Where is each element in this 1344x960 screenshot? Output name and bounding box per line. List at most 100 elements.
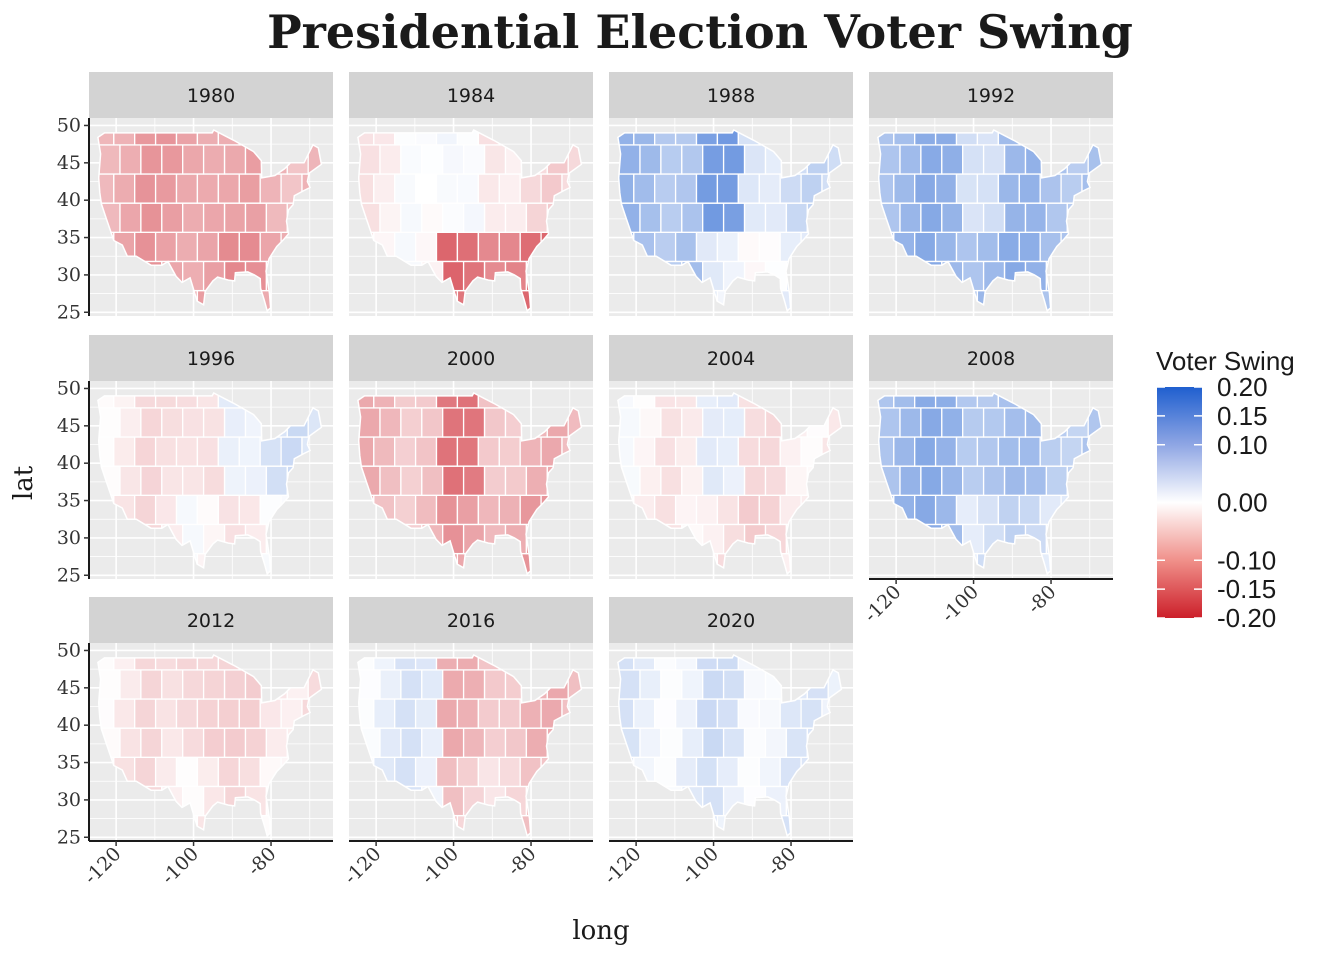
y-tick-label: 25 [57,564,81,586]
state-cell [161,144,184,175]
facet-strip [869,335,1113,381]
state-cell [421,669,444,700]
state-cell [758,756,781,788]
facet-panel-2016: 2016 -120 -100 -80 [340,597,593,889]
state-cell [202,202,226,233]
state-cell [498,494,521,526]
facet-strip-label: 1980 [187,85,235,107]
state-cell [113,173,136,204]
y-tick-label: 45 [57,152,81,174]
y-tick-label: 45 [57,677,81,699]
facet-strip-label: 1984 [447,85,495,107]
state-cell [140,144,163,175]
state-cell [633,436,656,467]
state-cell [421,465,444,496]
state-cell [238,173,261,204]
state-cell [1003,202,1027,233]
state-cell [722,727,746,758]
us-outline [617,128,843,313]
state-cell [498,698,521,729]
state-cell [140,465,163,496]
state-cell [934,231,958,263]
state-cell [442,727,465,758]
state-cell [633,698,656,729]
state-cell [442,202,465,233]
x-tick-label: -100 [937,581,983,627]
state-cell [997,494,1020,526]
state-cell [394,173,417,204]
state-cell [716,756,739,788]
state-cell [223,202,247,233]
state-cell [899,465,922,496]
state-cell [674,698,698,729]
state-cell [175,494,199,526]
state-cell [140,202,163,233]
state-cell [681,465,704,496]
state-cell [223,465,247,496]
state-cell [785,465,808,496]
state-cell [238,494,261,526]
state-cell [182,202,205,233]
state-cell [456,698,479,729]
state-cell [154,756,178,788]
state-cell [716,436,739,467]
us-outline [357,653,583,838]
state-cell [223,407,247,438]
state-cell [244,202,268,233]
facet-panel-2000: 2000 [349,335,593,579]
state-cell [175,436,199,467]
state-cell [695,231,719,263]
state-cell [217,698,240,729]
state-cell [462,465,486,496]
state-cell [639,727,662,758]
state-cell [259,436,282,467]
state-cell [217,231,240,263]
state-cell [997,436,1020,467]
y-tick-label: 50 [57,377,81,399]
state-cell [962,465,985,496]
state-cell [639,144,662,175]
y-tick-label: 30 [57,264,81,286]
y-tick-label: 50 [57,639,81,661]
state-cell [223,727,247,758]
facet-strip-label: 2000 [447,348,495,370]
state-cell [920,465,943,496]
state-cell [955,494,979,526]
facet-strip [89,335,333,381]
state-cell [519,173,542,204]
state-cell [196,698,219,729]
state-cell [196,436,219,467]
state-cell [202,727,226,758]
x-tick-label: -100 [417,843,463,889]
legend-label: -0.10 [1217,545,1276,575]
facet-strip-label: 1988 [707,85,755,107]
state-cell [1045,202,1068,233]
state-cell [498,756,521,788]
state-cell [982,407,1006,438]
state-cell [462,202,486,233]
state-cell [639,465,662,496]
state-cell [982,202,1006,233]
state-cell [373,173,396,204]
state-cell [785,727,808,758]
state-cell [764,727,788,758]
state-cell [161,669,184,700]
state-cell [238,436,261,467]
state-cell [435,494,459,526]
state-cell [743,202,767,233]
state-cell [379,727,402,758]
state-cell [1024,202,1048,233]
state-cell [379,407,402,438]
state-cell [716,494,739,526]
state-cell [639,669,662,700]
legend: Voter Swing 0.200.150.10 0.00 -0.10-0.15-0… [1156,346,1295,633]
state-cell [1039,436,1062,467]
state-cell [878,407,901,438]
state-cell [519,436,542,467]
legend-label: -0.15 [1217,574,1276,604]
us-outline [357,128,583,313]
state-cell [435,756,459,788]
state-cell [477,698,500,729]
x-tick-label: -120 [340,843,386,889]
